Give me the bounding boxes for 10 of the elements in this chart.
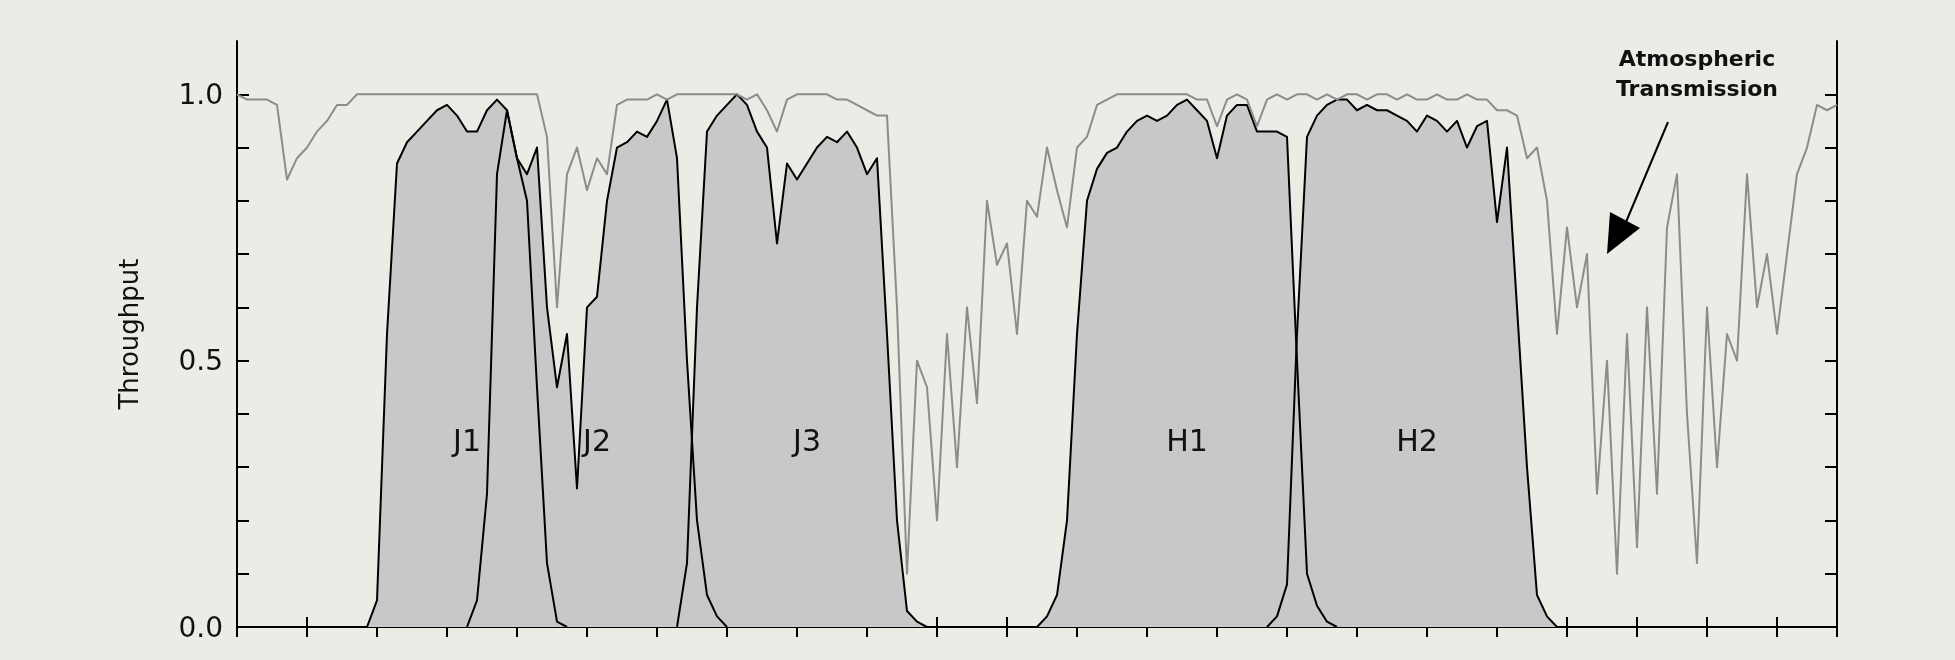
series-label: Atmospheric Transmission <box>1615 45 1779 103</box>
series-label: J2 <box>581 423 611 459</box>
y-tick-label: 0.0 <box>178 610 223 644</box>
series-label: J1 <box>451 423 481 459</box>
y-axis-title: Throughput <box>114 258 144 411</box>
series-label: H2 <box>1396 423 1438 459</box>
y-tick-label: 1.0 <box>178 77 223 111</box>
y-tick-label: 0.5 <box>178 344 223 378</box>
series-label: J3 <box>791 423 821 459</box>
series-label: H1 <box>1166 423 1208 459</box>
